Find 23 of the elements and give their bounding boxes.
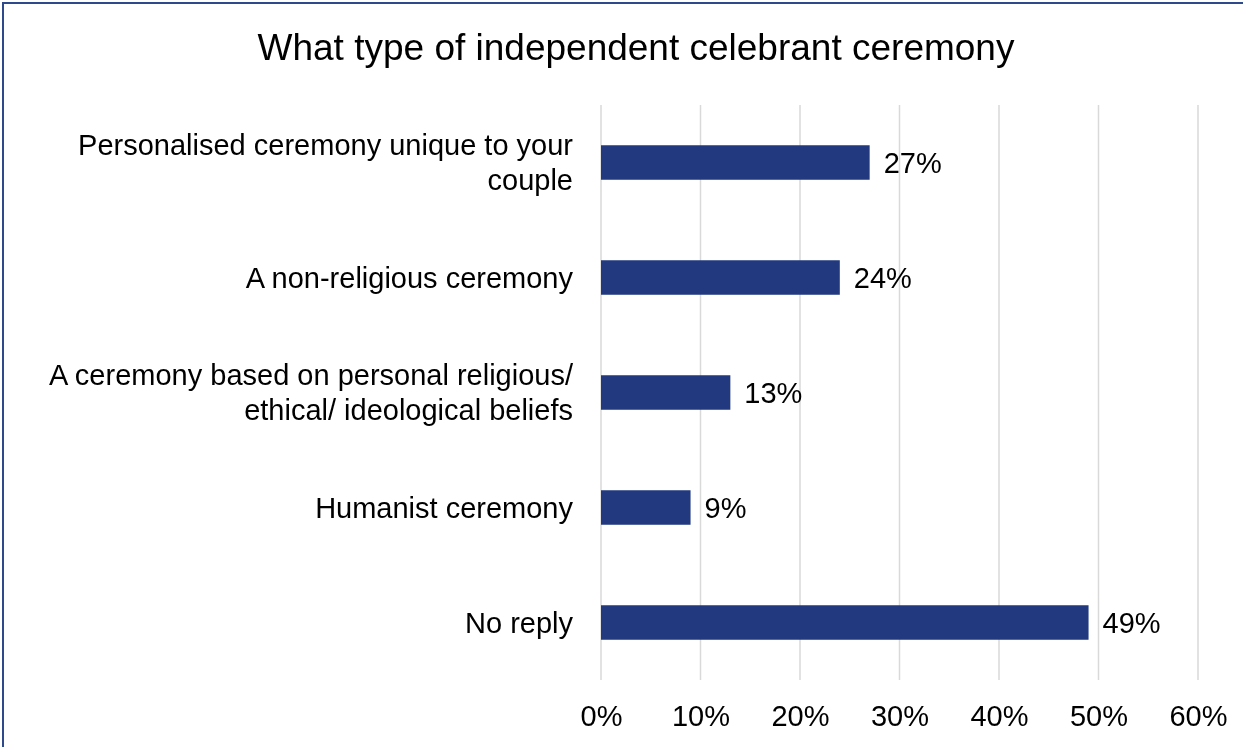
x-tick-label: 40%	[970, 699, 1029, 732]
data-label: 24%	[853, 261, 912, 294]
data-label: 9%	[704, 491, 747, 524]
y-tick-label: No reply	[465, 606, 574, 639]
data-label: 13%	[744, 376, 803, 409]
x-tick-label: 0%	[580, 699, 623, 732]
data-label: 27%	[883, 146, 942, 179]
bar	[601, 145, 870, 180]
x-tick-label: 60%	[1169, 699, 1228, 732]
chart-title: What type of independent celebrant ceremony	[257, 27, 1015, 68]
y-tick-label: Humanist ceremony	[315, 491, 574, 524]
bar	[601, 260, 840, 295]
y-tick-label: A ceremony based on personal religious/ ethical/ ideological beliefs	[49, 359, 574, 427]
data-label: 49%	[1102, 606, 1161, 639]
bar	[601, 605, 1089, 640]
bar	[601, 375, 731, 410]
x-tick-label: 50%	[1069, 699, 1129, 732]
bar	[601, 490, 691, 525]
x-tick-label: 30%	[870, 699, 930, 732]
y-tick-label: Personalised ceremony unique to your couple	[78, 129, 574, 197]
x-tick-label: 10%	[671, 699, 731, 732]
y-tick-label: A non-religious ceremony	[245, 261, 574, 294]
x-tick-label: 20%	[771, 699, 830, 732]
